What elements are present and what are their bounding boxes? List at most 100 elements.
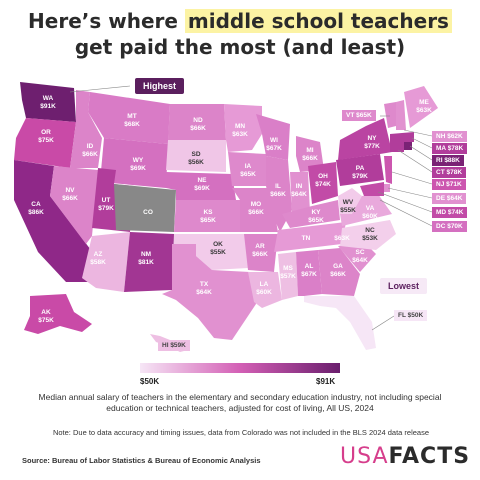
- svg-text:SC$64K: SC $64K: [352, 249, 368, 264]
- svg-text:IL$66K: IL $66K: [270, 183, 286, 198]
- svg-text:PA$79K: PA $79K: [352, 165, 368, 180]
- label-in-value: $64K: [291, 191, 307, 198]
- legend-gradient-bar: [140, 363, 340, 373]
- logo-usa: USA: [340, 444, 389, 469]
- callout-highest: Highest: [135, 78, 185, 94]
- callout-lowest: Lowest: [380, 278, 428, 294]
- svg-text:ID$66K: ID $66K: [82, 143, 98, 158]
- caption: Median annual salary of teachers in the …: [38, 392, 442, 413]
- state-co: [114, 184, 176, 232]
- state-me: [404, 86, 438, 128]
- svg-text:AL$67K: AL $67K: [301, 263, 317, 278]
- state-wa: [20, 82, 76, 122]
- state-fl: [304, 296, 376, 350]
- svg-text:WV$55K: WV $55K: [340, 199, 356, 214]
- state-md: [360, 182, 384, 196]
- svg-text:NY$77K: NY $77K: [364, 135, 380, 150]
- label-nd-value: $66K: [190, 125, 206, 132]
- state-ma: [390, 132, 414, 142]
- svg-text:MI$66K: MI $66K: [302, 147, 318, 162]
- state-nd: [168, 104, 226, 140]
- label-ia-value: $65K: [240, 171, 256, 178]
- state-ny: [338, 118, 392, 160]
- label-tn-value: $63K: [334, 235, 350, 242]
- tag-ma: MA $78K: [432, 143, 468, 154]
- svg-text:ND$66K: ND $66K: [190, 117, 206, 132]
- svg-text:KS$65K: KS $65K: [200, 209, 216, 224]
- label-wa-value: $91K: [40, 103, 56, 110]
- label-mn-value: $63K: [232, 131, 248, 138]
- state-or: [14, 118, 76, 168]
- label-wv-value: $55K: [340, 207, 356, 214]
- svg-text:CO: CO: [143, 209, 153, 216]
- svg-text:WY$69K: WY $69K: [130, 157, 146, 172]
- state-nj: [384, 156, 392, 184]
- state-nc: [340, 220, 396, 250]
- state-wv: [338, 188, 362, 214]
- label-ks-value: $65K: [200, 217, 216, 224]
- state-ia: [228, 152, 268, 186]
- label-mi-value: $66K: [302, 155, 318, 162]
- tag-nh: NH $62K: [432, 131, 467, 142]
- state-ct: [390, 142, 404, 152]
- label-al-value: $67K: [301, 271, 317, 278]
- label-ar-value: $66K: [252, 251, 268, 258]
- svg-text:NE$69K: NE $69K: [194, 177, 210, 192]
- label-nm-value: $81K: [138, 259, 154, 266]
- legend-min-label: $50K: [140, 377, 160, 386]
- svg-text:AZ$58K: AZ $58K: [90, 251, 106, 266]
- svg-text:LA$60K: LA $60K: [256, 281, 272, 296]
- legend-max-label: $91K: [316, 377, 336, 386]
- state-mn: [224, 104, 262, 152]
- state-mo: [232, 188, 278, 232]
- label-mo-value: $66K: [248, 209, 264, 216]
- tag-ri: RI $88K: [432, 155, 464, 166]
- label-mt-value: $68K: [124, 121, 140, 128]
- label-ne-value: $69K: [194, 185, 210, 192]
- note: Note: Due to data accuracy and timing is…: [52, 428, 430, 437]
- svg-text:KY$65K: KY $65K: [308, 209, 324, 224]
- svg-text:AK$75K: AK $75K: [38, 309, 54, 324]
- svg-text:MN$63K: MN $63K: [232, 123, 248, 138]
- state-ga: [318, 248, 360, 296]
- svg-text:VA$60K: VA $60K: [362, 205, 378, 220]
- label-nv-value: $66K: [62, 195, 78, 202]
- state-ms: [278, 252, 298, 300]
- svg-text:OR$75K: OR $75K: [38, 129, 54, 144]
- state-vt: [384, 102, 396, 128]
- logo-facts: FACTS: [388, 444, 471, 469]
- tag-md: MD $74K: [432, 207, 468, 218]
- svg-text:OK$55K: OK $55K: [210, 241, 226, 256]
- leader-lines: [69, 85, 433, 331]
- state-in: [290, 172, 310, 214]
- state-labels: WA $91K OR $75K CA $86K ID $66K NV $66K MT $68…: [28, 95, 432, 324]
- label-wa-abbr: WA: [43, 95, 54, 102]
- svg-text:TN$63K: TN $63K: [302, 235, 350, 242]
- state-id: [70, 90, 102, 168]
- label-ms-value: $57K: [280, 273, 296, 280]
- label-id-value: $66K: [82, 151, 98, 158]
- state-ky: [282, 200, 340, 228]
- label-ga-value: $66K: [330, 271, 346, 278]
- state-sd: [166, 140, 226, 172]
- tag-de: DE $64K: [432, 193, 467, 204]
- label-pa-value: $79K: [352, 173, 368, 180]
- label-ut-value: $79K: [98, 205, 114, 212]
- state-mt: [88, 92, 170, 144]
- state-ne: [166, 172, 236, 200]
- label-tx-value: $64K: [196, 289, 212, 296]
- label-ny-value: $77K: [364, 143, 380, 150]
- tag-ct: CT $78K: [432, 167, 467, 178]
- title-line1-pre: Here’s where: [28, 9, 185, 33]
- state-de: [384, 184, 390, 192]
- label-wi-value: $67K: [266, 145, 282, 152]
- state-il: [266, 156, 292, 232]
- label-la-value: $60K: [256, 289, 272, 296]
- svg-text:IN$64K: IN $64K: [291, 183, 307, 198]
- label-az-value: $58K: [90, 259, 106, 266]
- source-line: Source: Bureau of Labor Statistics & Bur…: [22, 456, 261, 465]
- svg-text:MO$66K: MO $66K: [248, 201, 264, 216]
- label-ca-value: $86K: [28, 209, 44, 216]
- label-sd-value: $56K: [188, 159, 204, 166]
